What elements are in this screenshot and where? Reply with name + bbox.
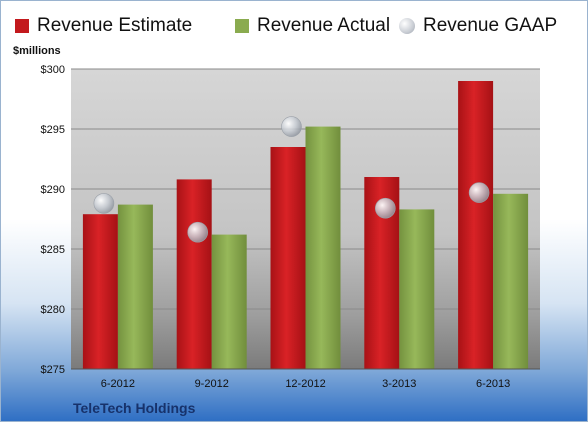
bar-revenue-actual (211, 234, 247, 369)
marker-revenue-gaap (374, 197, 396, 219)
bar-revenue-estimate (176, 179, 212, 369)
marker-revenue-gaap (281, 116, 302, 137)
y-tick-label: $295 (41, 124, 65, 136)
bar-revenue-actual (493, 193, 529, 369)
legend-marker-gaap (399, 18, 415, 34)
legend-item-gaap: Revenue GAAP (399, 15, 557, 37)
legend-swatch-estimate (15, 19, 29, 33)
marker-revenue-gaap (468, 182, 490, 203)
y-tick-label: $275 (41, 364, 65, 376)
legend: Revenue Estimate Revenue Actual Revenue … (15, 15, 575, 43)
x-tick-label: 6-2013 (476, 378, 510, 390)
y-tick-label: $290 (41, 184, 65, 196)
bar-revenue-actual (117, 204, 153, 369)
legend-label-actual: Revenue Actual (257, 15, 391, 36)
y-tick-label: $280 (41, 304, 65, 316)
x-tick-label: 12-2012 (285, 378, 325, 390)
x-tick-label: 6-2012 (101, 378, 135, 390)
legend-label-estimate: Revenue Estimate (37, 15, 193, 36)
bar-revenue-estimate (458, 81, 494, 369)
bar-revenue-estimate (82, 214, 118, 369)
x-tick-label: 9-2012 (195, 378, 229, 390)
bar-revenue-actual (399, 209, 435, 369)
legend-item-estimate: Revenue Estimate (15, 15, 192, 37)
legend-item-actual: Revenue Actual (235, 15, 390, 37)
legend-label-gaap: Revenue GAAP (423, 15, 558, 36)
company-name: TeleTech Holdings (73, 400, 196, 416)
y-axis-unit-label: $millions (13, 45, 61, 57)
marker-revenue-gaap (187, 221, 208, 243)
x-tick-label: 3-2013 (382, 378, 416, 390)
y-tick-label: $300 (41, 64, 65, 76)
marker-revenue-gaap (93, 193, 115, 214)
bar-revenue-estimate (270, 147, 306, 369)
y-tick-label: $285 (41, 244, 65, 256)
bar-revenue-actual (305, 126, 341, 369)
legend-swatch-actual (235, 19, 249, 33)
